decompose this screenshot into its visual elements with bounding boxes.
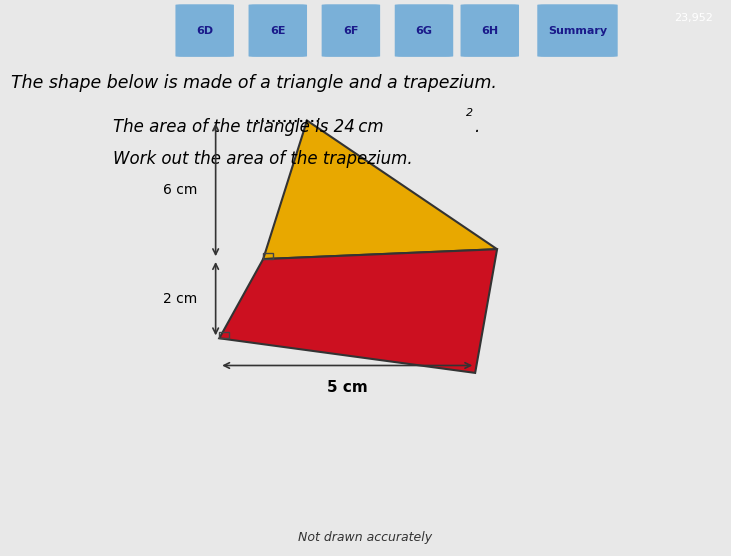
Polygon shape xyxy=(263,121,497,259)
Text: 6G: 6G xyxy=(415,26,433,36)
Text: 2: 2 xyxy=(466,108,473,118)
FancyBboxPatch shape xyxy=(461,4,519,57)
Text: 6E: 6E xyxy=(270,26,286,36)
FancyBboxPatch shape xyxy=(175,4,234,57)
Text: Summary: Summary xyxy=(548,26,607,36)
FancyBboxPatch shape xyxy=(395,4,453,57)
Text: 6F: 6F xyxy=(343,26,359,36)
Text: 2 cm: 2 cm xyxy=(163,292,197,306)
Text: Work out the area of the trapezium.: Work out the area of the trapezium. xyxy=(113,150,413,168)
Text: The area of the triangle is 24 cm: The area of the triangle is 24 cm xyxy=(113,118,384,136)
Text: 6D: 6D xyxy=(196,26,213,36)
FancyBboxPatch shape xyxy=(249,4,307,57)
Text: The shape below is made of a triangle and a trapezium.: The shape below is made of a triangle an… xyxy=(11,73,497,92)
Bar xyxy=(263,252,273,259)
Text: 5 cm: 5 cm xyxy=(327,380,368,395)
FancyBboxPatch shape xyxy=(537,4,618,57)
Polygon shape xyxy=(219,249,497,373)
Bar xyxy=(219,332,229,338)
FancyBboxPatch shape xyxy=(322,4,380,57)
Text: 6H: 6H xyxy=(481,26,499,36)
Text: .: . xyxy=(474,118,479,136)
Text: 6 cm: 6 cm xyxy=(163,183,197,197)
Text: 23,952: 23,952 xyxy=(674,13,713,23)
Text: Not drawn accurately: Not drawn accurately xyxy=(298,530,433,544)
